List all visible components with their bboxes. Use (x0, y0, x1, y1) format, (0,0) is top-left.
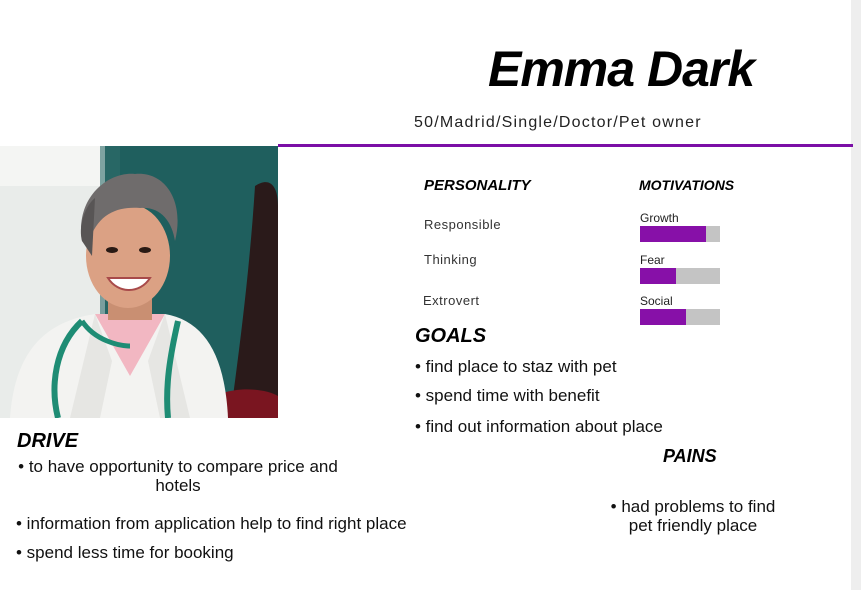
drive-item: • spend less time for booking (16, 543, 234, 562)
goal-item: • spend time with benefit (415, 386, 600, 405)
trait-thinking: Thinking (424, 252, 478, 267)
drive-item: • to have opportunity to compare price a… (18, 457, 338, 495)
page-edge (851, 0, 861, 590)
motivation-label: Growth (640, 211, 679, 225)
drive-title: DRIVE (17, 430, 79, 452)
motivation-label: Fear (640, 253, 665, 267)
motivation-social: Social (640, 294, 720, 325)
motivation-track (640, 226, 720, 242)
accent-divider (278, 144, 853, 147)
persona-subtitle: 50/Madrid/Single/Doctor/Pet owner (414, 114, 702, 131)
motivation-track (640, 309, 720, 325)
motivation-fear: Fear (640, 253, 720, 284)
trait-extrovert: Extrovert (423, 293, 480, 308)
pain-item: • had problems to find pet friendly plac… (610, 497, 776, 535)
drive-item: • information from application help to f… (16, 514, 407, 533)
goal-item: • find place to staz with pet (415, 357, 617, 376)
motivation-fill (640, 268, 676, 284)
motivation-fill (640, 226, 706, 242)
motivation-fill (640, 309, 686, 325)
persona-photo (0, 146, 278, 418)
motivation-track (640, 268, 720, 284)
goals-title: GOALS (415, 325, 487, 347)
pains-title: PAINS (663, 446, 717, 466)
motivation-label: Social (640, 294, 673, 308)
goal-item: • find out information about place (415, 417, 663, 436)
trait-responsible: Responsible (424, 217, 502, 232)
motivations-title: MOTIVATIONS (639, 177, 735, 193)
personality-title: PERSONALITY (424, 177, 531, 194)
motivation-growth: Growth (640, 211, 720, 242)
persona-name: Emma Dark (488, 41, 755, 97)
